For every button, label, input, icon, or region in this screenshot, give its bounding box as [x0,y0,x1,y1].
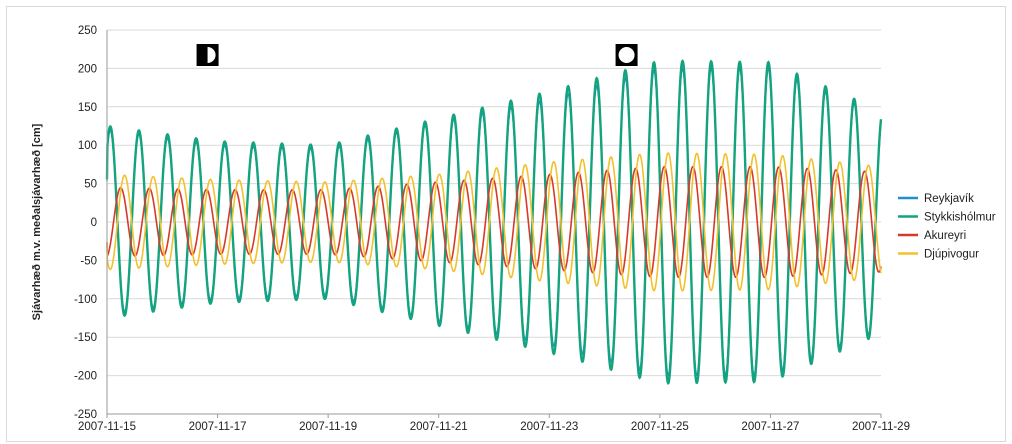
legend-label: Akureyri [924,230,966,242]
y-tick-label: -200 [74,371,97,383]
y-axis-label: Sjávarhæð m.v. meðalsjávarhæð [cm] [31,123,43,320]
x-tick-label: 2007-11-19 [299,421,357,433]
legend: Reykjavík Stykkishólmur Akureyri Djúpivogur [898,193,996,261]
series-line-1 [105,59,883,386]
series-lines [105,59,883,386]
moon-phase-icons [196,44,638,66]
y-tick-label: 200 [78,63,97,75]
legend-item: Stykkishólmur [898,212,996,224]
legend-item: Akureyri [898,230,966,242]
y-tick-label: 50 [84,179,97,191]
y-tick-label: 0 [91,217,97,229]
x-tick-label: 2007-11-15 [78,421,136,433]
y-tick-labels: 250 200 150 100 50 0 -50 -100 -150 -200 -250 [74,25,97,421]
x-tick-label: 2007-11-29 [852,421,910,433]
legend-label: Reykjavík [924,193,974,205]
y-tick-label: 150 [78,102,97,114]
legend-item: Djúpivogur [898,249,979,261]
chart-frame [6,6,1006,442]
x-tick-label: 2007-11-17 [189,421,247,433]
x-tick-label: 2007-11-27 [741,421,799,433]
axes [106,30,882,418]
x-tick-labels: 2007-11-15 2007-11-17 2007-11-19 2007-11-21… [78,421,910,433]
y-tick-label: -250 [74,409,97,421]
y-tick-label: 250 [78,25,97,37]
x-tick-label: 2007-11-23 [520,421,578,433]
full-moon-icon [615,44,638,66]
y-tick-label: -150 [74,332,97,344]
legend-label: Djúpivogur [924,249,979,261]
y-tick-label: -50 [80,255,97,267]
legend-label: Stykkishólmur [924,212,996,224]
legend-item: Reykjavík [898,193,974,205]
x-tick-label: 2007-11-21 [410,421,468,433]
y-tick-label: -100 [74,294,97,306]
y-tick-label: 100 [78,140,97,152]
series-line-3 [106,152,882,292]
x-tick-label: 2007-11-25 [631,421,689,433]
first-quarter-icon [196,44,219,66]
